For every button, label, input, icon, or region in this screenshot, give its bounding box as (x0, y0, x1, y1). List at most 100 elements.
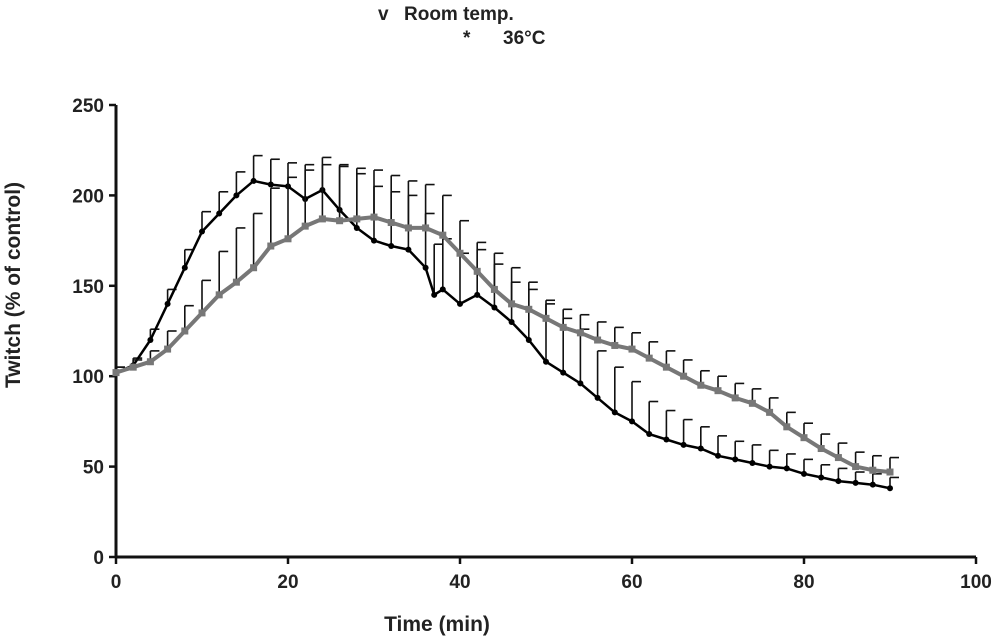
data-point (629, 418, 635, 425)
data-point (887, 485, 893, 492)
data-point (783, 423, 791, 431)
data-point (576, 329, 584, 337)
data-point (422, 224, 430, 232)
legend-label-36c: 36°C (503, 28, 546, 49)
legend-label-room-temp: Room temp. (404, 4, 514, 25)
data-point (869, 466, 877, 474)
data-point (404, 224, 412, 232)
data-point (801, 470, 807, 477)
data-point (474, 291, 481, 298)
data-point (456, 249, 464, 257)
series-0 (113, 154, 899, 492)
data-point (525, 337, 532, 344)
data-point (164, 345, 172, 353)
x-tick-label: 20 (277, 572, 298, 593)
data-point (611, 409, 618, 416)
data-point (336, 217, 344, 225)
legend-marker-room-temp: v (378, 4, 389, 25)
x-axis-title: Time (min) (384, 613, 490, 636)
data-point (181, 264, 188, 271)
data-point (834, 454, 842, 462)
data-point (835, 478, 842, 485)
x-tick-label: 60 (621, 572, 642, 593)
data-point (215, 291, 223, 299)
data-point (232, 278, 240, 286)
data-point (852, 479, 859, 486)
data-point (542, 314, 550, 322)
data-point (508, 318, 515, 325)
data-point (680, 441, 687, 448)
data-point (662, 363, 670, 371)
data-point (181, 327, 189, 335)
data-point (749, 459, 756, 466)
data-point (628, 345, 636, 353)
data-point (800, 434, 808, 442)
x-tick-label: 100 (960, 572, 992, 593)
data-point (732, 456, 739, 463)
data-point (714, 387, 722, 395)
data-point (766, 408, 774, 416)
data-point (680, 372, 688, 380)
data-point (577, 380, 584, 387)
y-axis-title: Twitch (% of control) (2, 182, 25, 388)
data-point (353, 224, 360, 231)
data-point (646, 431, 653, 438)
data-point (301, 222, 309, 230)
data-point (473, 267, 481, 275)
data-point (233, 192, 240, 199)
data-point (783, 465, 790, 472)
data-point (267, 242, 275, 250)
data-point (112, 369, 120, 377)
data-point (559, 323, 567, 331)
data-point (439, 231, 447, 239)
data-point (250, 264, 258, 272)
data-point (886, 468, 894, 476)
x-tick-label: 40 (449, 572, 470, 593)
data-point (697, 445, 704, 452)
data-point (405, 246, 412, 253)
data-point (852, 463, 860, 471)
data-point (818, 474, 825, 481)
data-point (508, 300, 516, 308)
data-point (543, 358, 549, 365)
data-point (422, 264, 429, 271)
y-tick-label: 50 (83, 458, 104, 479)
y-tick-label: 100 (72, 367, 104, 388)
data-point (766, 463, 773, 470)
data-point (371, 237, 377, 244)
data-point (284, 235, 292, 243)
series-line (115, 215, 891, 474)
data-point (748, 399, 756, 407)
x-tick-label: 0 (111, 572, 122, 593)
data-point (388, 243, 395, 250)
series-1 (112, 163, 899, 476)
x-tick-label: 80 (793, 572, 814, 593)
data-point (869, 481, 876, 488)
data-point (431, 291, 438, 298)
series-layer (112, 154, 899, 492)
data-point (594, 394, 601, 401)
series-line (115, 179, 891, 490)
data-point (353, 215, 361, 223)
data-point (164, 300, 171, 307)
data-point (199, 228, 205, 235)
data-point (525, 305, 533, 313)
data-point (731, 394, 739, 402)
legend: v Room temp. * 36°C (378, 4, 546, 49)
data-point (216, 210, 223, 217)
data-point (817, 445, 825, 453)
data-point (146, 358, 154, 366)
data-point (715, 452, 721, 459)
y-tick-label: 200 (72, 186, 104, 207)
data-point (147, 337, 154, 344)
data-point (198, 309, 206, 317)
data-point (697, 381, 705, 389)
data-point (645, 354, 653, 362)
data-point (370, 213, 378, 221)
legend-marker-36c: * (463, 28, 471, 49)
data-point (250, 177, 257, 184)
axes: 0 50 100 150 200 250 0 20 40 60 80 100 (72, 96, 992, 593)
y-tick-label: 150 (72, 277, 104, 298)
y-tick-label: 250 (72, 96, 104, 117)
